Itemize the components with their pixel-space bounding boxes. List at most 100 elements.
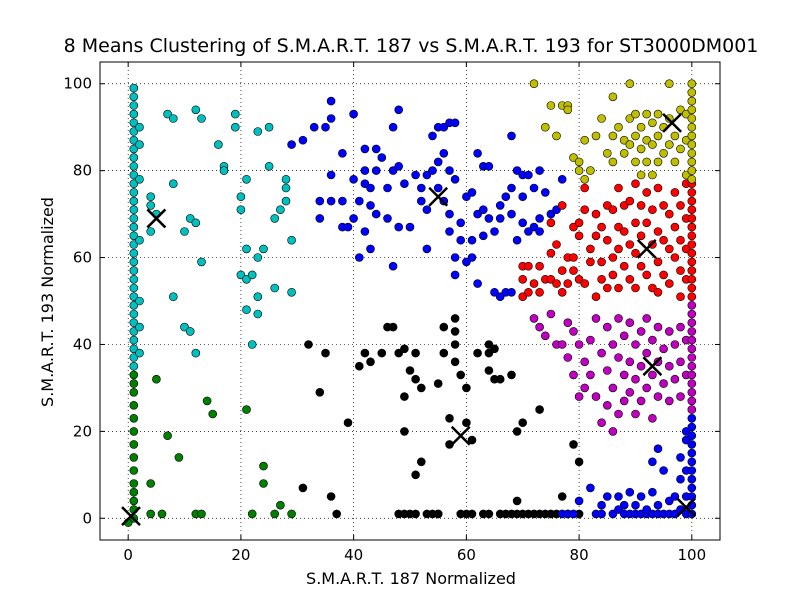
data-point [648,457,657,467]
data-point [557,287,567,297]
data-point [484,162,494,171]
data-point [507,131,516,141]
data-point [349,175,358,184]
data-point [253,253,263,262]
cluster-series [529,300,697,436]
y-tick-label: 40 [73,335,92,353]
data-point [450,340,460,349]
data-point [388,122,398,132]
data-point [383,183,392,193]
data-point [360,227,370,236]
data-point [625,140,635,149]
data-point [687,205,697,214]
data-point [664,396,674,406]
data-point [450,253,460,262]
data-point [653,131,663,141]
data-point [574,340,584,349]
x-tick-label: 0 [123,546,133,564]
data-point [648,335,657,345]
data-point [636,122,646,132]
data-point [259,461,268,471]
data-point [349,214,358,223]
data-point [648,487,657,497]
data-point [608,92,618,102]
data-point [687,335,697,345]
data-point [169,292,178,302]
data-point [687,318,697,328]
data-point [569,266,578,275]
data-point [631,157,640,167]
data-point [371,166,381,175]
data-point [608,205,618,214]
data-point [636,396,646,406]
data-point [631,248,640,258]
y-tick-label: 20 [73,422,92,440]
data-point [518,418,528,428]
data-point [242,244,251,254]
x-tick-label: 80 [570,546,589,564]
data-point [614,492,623,501]
data-point [631,500,640,510]
data-point [664,244,674,254]
data-point [439,149,449,158]
data-point [281,183,291,193]
data-point [659,466,668,475]
data-point [298,483,308,493]
data-point [659,270,668,280]
data-point [157,509,167,519]
x-tick-label: 60 [457,546,476,564]
data-point [529,279,539,288]
data-point [388,261,398,271]
x-tick-label: 100 [677,546,706,564]
data-point [535,287,544,297]
data-point [659,379,668,388]
data-point [428,166,437,175]
data-point [146,201,155,210]
data-point [507,370,516,380]
data-point [676,266,685,275]
data-point [653,183,663,193]
chart-title: 8 Means Clustering of S.M.A.R.T. 187 vs … [64,35,759,57]
data-point [676,322,685,332]
data-point [524,170,533,180]
data-point [648,118,657,128]
data-point [169,114,178,123]
data-point [602,400,612,410]
data-point [664,496,674,506]
data-point [642,505,652,514]
data-point [433,509,443,519]
data-point [129,92,139,102]
data-point [264,162,274,171]
data-point [563,279,573,288]
data-point [591,392,601,401]
data-point [467,235,477,245]
data-point [507,209,516,219]
data-point [687,166,697,175]
data-point [332,509,342,519]
data-point [659,344,668,354]
data-point [636,327,646,336]
data-point [180,322,189,332]
data-point [653,392,663,401]
data-point [428,131,437,141]
data-point [484,214,494,223]
data-point [557,266,567,275]
data-point [687,448,697,458]
data-point [574,457,584,467]
data-point [540,122,550,132]
data-point [687,88,697,97]
data-point [349,109,358,119]
data-point [298,135,308,145]
data-point [580,183,590,193]
data-point [518,192,528,201]
data-point [636,231,646,241]
data-point [135,122,144,132]
data-point [648,170,657,180]
data-point [152,374,161,384]
data-point [552,240,561,249]
data-point [597,274,606,284]
data-point [631,283,640,293]
data-point [619,135,629,145]
data-point [473,348,482,358]
data-point [512,427,522,436]
